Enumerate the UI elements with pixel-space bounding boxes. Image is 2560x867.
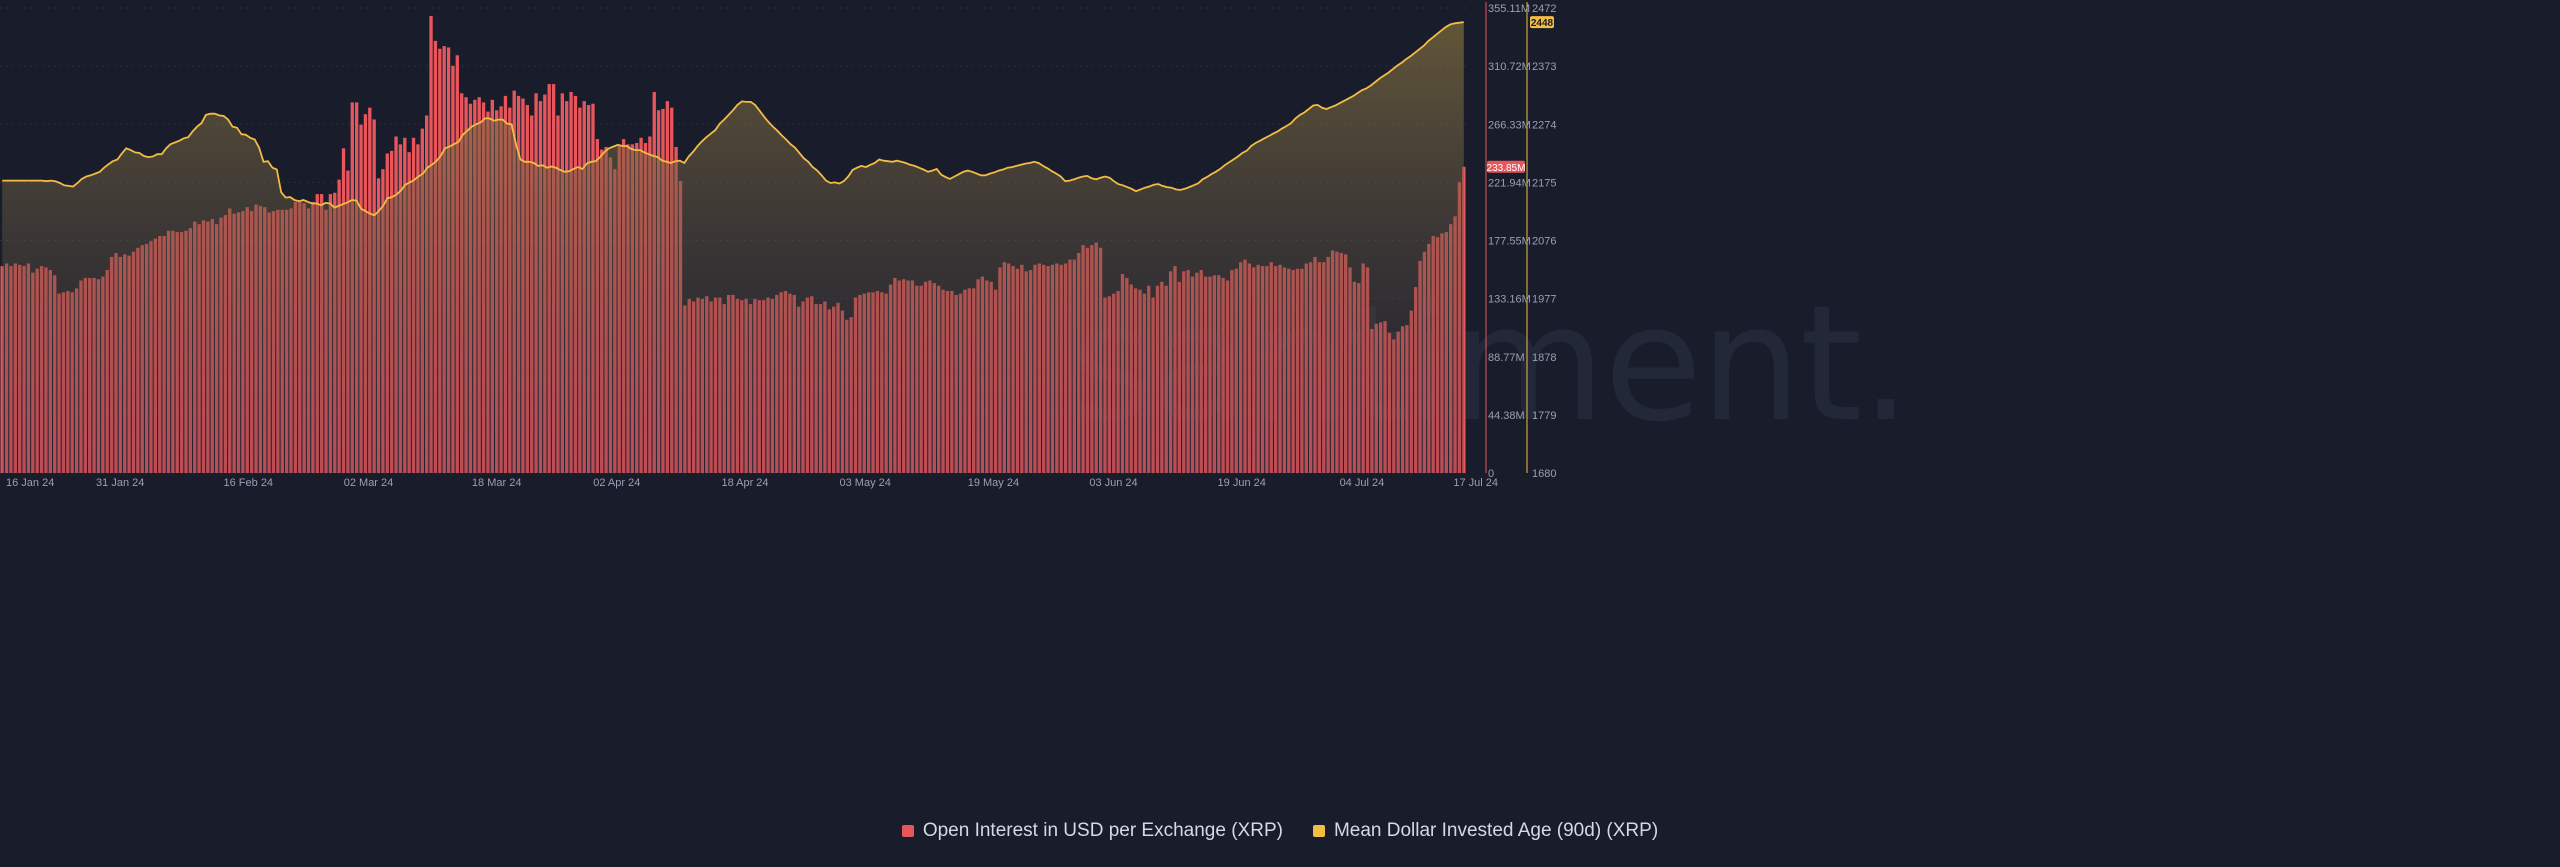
x-tick-label: 31 Jan 24 [96, 477, 144, 489]
mdia-tick-label: 2373 [1532, 61, 1556, 73]
mdia-current-value: 2448 [1531, 18, 1554, 29]
oi-current-value: 233.85M [1487, 163, 1526, 174]
mdia-tick-label: 2472 [1532, 3, 1556, 15]
mdia-area [2, 21, 1464, 473]
mdia-tick-label: 1878 [1532, 352, 1556, 364]
mdia-tick-label: 1680 [1532, 468, 1556, 480]
x-tick-label: 03 May 24 [840, 477, 891, 489]
legend-oi-label: Open Interest in USD per Exchange (XRP) [922, 820, 1283, 841]
oi-tick-label: 177.55M [1488, 236, 1531, 248]
mdia-current-badge [1530, 16, 1554, 29]
oi-tick-label: 88.77M [1488, 352, 1525, 364]
x-tick-label: 16 Feb 24 [224, 477, 274, 489]
x-tick-label: 03 Jun 24 [1089, 477, 1137, 489]
mdia-tick-label: 2274 [1532, 119, 1556, 131]
x-tick-label: 19 May 24 [968, 477, 1019, 489]
x-tick-label: 04 Jul 24 [1340, 477, 1385, 489]
x-tick-label: 16 Jan 24 [6, 477, 54, 489]
x-tick-label: 17 Jul 24 [1453, 477, 1498, 489]
legend-item-oi[interactable]: Open Interest in USD per Exchange (XRP) [901, 820, 1283, 842]
axes: 355.11M 310.72M 266.33M 221.94M 177.55M 133.1… [6, 2, 1556, 489]
oi-tick-label: 0 [1488, 468, 1494, 480]
oi-current-badge [1487, 160, 1525, 173]
x-tick-label: 02 Apr 24 [593, 477, 640, 489]
legend: Open Interest in USD per Exchange (XRP) … [0, 820, 2560, 842]
oi-bar [0, 266, 4, 473]
oi-tick-label: 221.94M [1488, 177, 1531, 189]
oi-tick-label: 133.16M [1488, 294, 1531, 306]
legend-item-mdia[interactable]: Mean Dollar Invested Age (90d) (XRP) [1312, 820, 1659, 842]
oi-bar [1462, 166, 1466, 473]
mdia-tick-label: 1977 [1532, 294, 1556, 306]
x-tick-label: 18 Mar 24 [472, 477, 522, 489]
x-tick-label: 02 Mar 24 [344, 477, 394, 489]
legend-mdia-label: Mean Dollar Invested Age (90d) (XRP) [1333, 820, 1659, 841]
oi-tick-label: 355.11M [1488, 3, 1530, 15]
mdia-area-fill [2, 22, 1464, 473]
mdia-tick-label: 2175 [1532, 177, 1556, 189]
mdia-swatch-icon [1312, 825, 1325, 837]
x-tick-label: 18 Apr 24 [721, 477, 768, 489]
x-tick-label: 19 Jun 24 [1218, 477, 1266, 489]
oi-tick-label: 310.72M [1488, 61, 1531, 73]
oi-swatch-icon [901, 825, 914, 837]
mdia-tick-label: 1779 [1532, 410, 1556, 422]
oi-tick-label: 266.33M [1488, 119, 1531, 131]
mdia-tick-label: 2076 [1532, 236, 1556, 248]
mdia-line [2, 21, 1464, 217]
oi-tick-label: 44.38M [1488, 410, 1525, 422]
